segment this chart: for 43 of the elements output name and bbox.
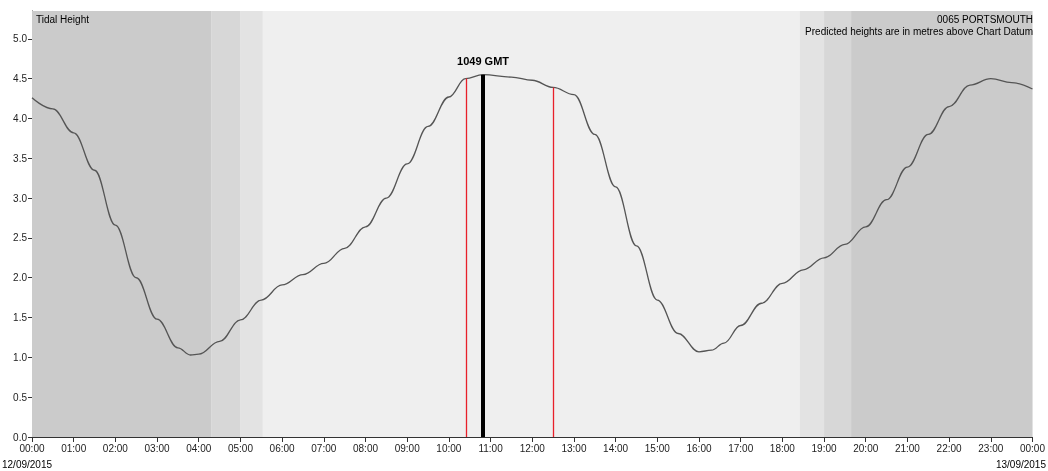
y-tick-label: 1.0 (13, 351, 28, 363)
x-tick-label: 12:00 (519, 442, 546, 454)
x-tick-label: 10:00 (436, 442, 462, 454)
y-tick-label: 0.5 (13, 391, 28, 403)
x-tick-label: 17:00 (728, 442, 754, 454)
x-tick-label: 02:00 (102, 442, 129, 454)
x-tick-label: 20:00 (853, 442, 879, 454)
x-tick-label: 06:00 (269, 442, 296, 454)
y-tick-label: 3.0 (13, 192, 28, 204)
y-tick-label: 0.0 (13, 431, 28, 443)
x-tick-label: 11:00 (478, 442, 504, 454)
y-tick-label: 2.5 (13, 232, 28, 244)
x-tick-label: 09:00 (394, 442, 421, 454)
x-tick-label: 01:00 (61, 442, 87, 454)
y-tick-label: 4.5 (13, 73, 28, 85)
y-tick-label: 4.0 (13, 113, 28, 124)
x-tick-label: 15:00 (644, 442, 671, 454)
y-tick-label: 3.5 (13, 152, 28, 164)
y-tick-label: 1.5 (13, 312, 28, 324)
x-tick-label: 00:00 (19, 442, 45, 454)
annotation: Predicted heights are in metres above Chart Datum (805, 25, 1033, 37)
x-tick-label: 04:00 (186, 442, 212, 454)
line-series (31, 74, 1034, 356)
x-tick-label: 22:00 (936, 442, 963, 454)
x-tick-label: 00:00 (1019, 442, 1046, 454)
x-tick-label: 08:00 (352, 442, 379, 454)
x-tick-label: 14:00 (603, 442, 629, 454)
chart-subtitle: 0065 PORTSMOUTH (937, 13, 1033, 25)
chart-title: Tidal Height (36, 13, 90, 25)
x-tick-label: 05:00 (227, 442, 254, 454)
y-tick-label: 2.0 (13, 272, 28, 284)
x-tick-label: 21:00 (894, 442, 921, 454)
x-tick-label: 18:00 (769, 442, 796, 454)
y-tick-label: 5.0 (13, 33, 28, 45)
x-tick-label: 03:00 (144, 442, 171, 454)
x-tick-label: 16:00 (686, 442, 712, 454)
x-tick-label: 19:00 (811, 442, 837, 454)
text: 12/09/2015 (2, 458, 53, 470)
x-tick-label: 13:00 (561, 442, 587, 454)
text: 13/09/2015 (995, 458, 1047, 470)
x-tick-label: 07:00 (311, 442, 337, 454)
x-tick-label: 23:00 (978, 442, 1004, 454)
ref-line-label: 1049 GMT (457, 55, 510, 68)
